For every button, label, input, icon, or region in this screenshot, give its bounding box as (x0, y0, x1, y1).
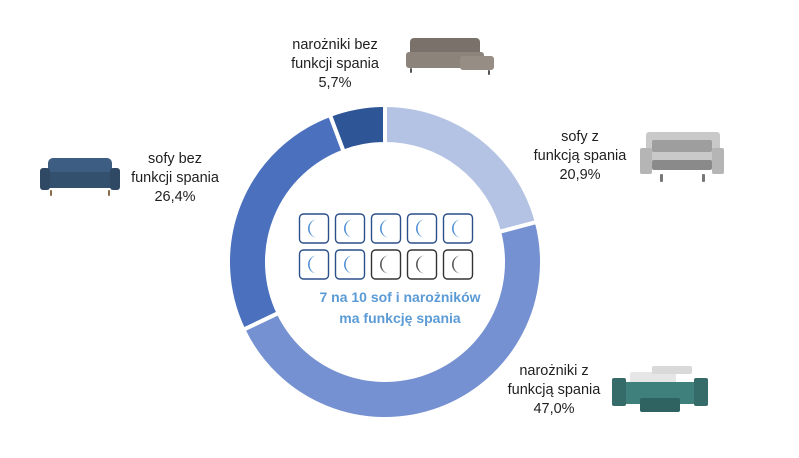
slice-label-narozniki-z-funkcja: narożniki z funkcją spania 47,0% (484, 362, 624, 419)
label-line-2: funkcji spania (131, 170, 219, 186)
label-line-2: funkcją spania (507, 382, 601, 398)
label-value: 5,7% (318, 75, 352, 91)
center-caption-line-1: 7 na 10 sof i narożników (319, 289, 481, 305)
sofa-bed-icon (640, 132, 724, 182)
sofa-icon (40, 158, 120, 196)
corner-sofa-bed-icon (612, 366, 708, 412)
slice-label-sofy-z-funkcja: sofy z funkcją spania 20,9% (510, 128, 650, 185)
moon-gray-icon (442, 249, 474, 280)
center-caption-line-2: ma funkcję spania (339, 310, 461, 326)
moon-blue-icon (370, 213, 402, 244)
moon-gray-icon (370, 249, 402, 280)
moon-blue-icon (442, 213, 474, 244)
moon-gray-icon (406, 249, 438, 280)
label-value: 26,4% (154, 189, 196, 205)
center-caption: 7 na 10 sof i narożników ma funkcję span… (270, 287, 530, 329)
moon-blue-icon (334, 249, 366, 280)
moon-blue-icon (334, 213, 366, 244)
donut-slice-1 (240, 219, 544, 421)
label-value: 20,9% (559, 167, 601, 183)
slice-label-narozniki-bez-funkcji: narożniki bez funkcji spania 5,7% (265, 36, 405, 93)
label-line-2: funkcją spania (533, 148, 627, 164)
donut-slice-3 (327, 102, 387, 155)
label-line-1: sofy z (561, 129, 599, 145)
label-line-2: funkcji spania (291, 56, 379, 72)
label-line-1: sofy bez (148, 151, 202, 167)
moon-blue-icon (406, 213, 438, 244)
label-line-1: narożniki bez (292, 37, 378, 53)
moon-blue-icon (298, 213, 330, 244)
label-value: 47,0% (533, 401, 575, 417)
label-line-1: narożniki z (519, 363, 589, 379)
moon-blue-icon (298, 249, 330, 280)
slice-label-sofy-bez-funkcji: sofy bez funkcji spania 26,4% (105, 150, 245, 207)
corner-sofa-icon (406, 38, 494, 75)
